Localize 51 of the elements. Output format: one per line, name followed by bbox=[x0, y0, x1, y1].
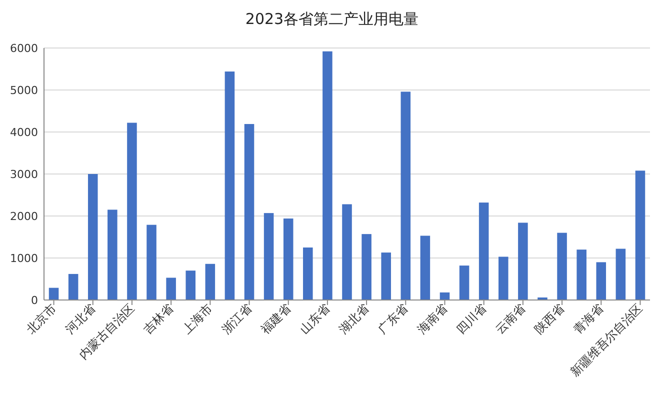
bar bbox=[146, 224, 156, 300]
y-tick-label: 3000 bbox=[10, 168, 38, 181]
bar bbox=[303, 248, 313, 300]
bar bbox=[108, 210, 118, 300]
x-tick-label: 海南省 bbox=[414, 301, 450, 337]
x-tick-label: 浙江省 bbox=[219, 301, 254, 337]
bar bbox=[244, 124, 254, 300]
y-tick-label: 0 bbox=[31, 294, 38, 307]
bar bbox=[322, 51, 332, 300]
bar bbox=[596, 262, 606, 300]
x-tick-label: 福建省 bbox=[258, 301, 294, 337]
bar bbox=[205, 264, 216, 300]
y-tick-label: 6000 bbox=[10, 42, 38, 55]
bar bbox=[127, 122, 137, 300]
bar bbox=[224, 72, 235, 300]
x-tick-label: 青海省 bbox=[570, 301, 606, 337]
bar bbox=[478, 202, 489, 300]
y-tick-label: 1000 bbox=[10, 252, 38, 265]
x-tick-label: 河北省 bbox=[62, 301, 98, 337]
bar bbox=[166, 278, 176, 300]
bar bbox=[381, 252, 391, 300]
x-tick-label: 广东省 bbox=[375, 301, 411, 337]
bar bbox=[186, 270, 196, 300]
x-tick-label: 四川省 bbox=[454, 301, 489, 337]
bar bbox=[576, 250, 586, 300]
bar bbox=[498, 256, 508, 300]
y-tick-label: 4000 bbox=[10, 126, 38, 139]
bar bbox=[48, 288, 59, 300]
x-tick-label: 云南省 bbox=[492, 301, 528, 337]
bar bbox=[635, 170, 646, 300]
x-tick-label: 吉林省 bbox=[140, 301, 176, 337]
bar bbox=[283, 218, 294, 300]
x-tick-label: 湖北省 bbox=[336, 301, 372, 337]
bar bbox=[362, 234, 372, 300]
bar bbox=[459, 266, 470, 300]
bar bbox=[88, 174, 98, 300]
bar bbox=[68, 274, 78, 300]
bar bbox=[342, 204, 352, 300]
bar bbox=[440, 292, 450, 300]
bar bbox=[264, 213, 274, 300]
chart-title: 2023各省第二产业用电量 bbox=[245, 10, 419, 28]
y-tick-label: 5000 bbox=[10, 84, 38, 97]
bar bbox=[616, 248, 626, 300]
x-tick-label: 陕西省 bbox=[532, 301, 568, 337]
y-tick-label: 2000 bbox=[10, 210, 38, 223]
bar bbox=[420, 236, 430, 300]
x-tick-label: 山东省 bbox=[297, 301, 333, 337]
bar bbox=[557, 232, 567, 300]
x-tick-label: 上海市 bbox=[180, 301, 216, 337]
bar bbox=[400, 92, 411, 300]
bar bbox=[518, 222, 528, 300]
